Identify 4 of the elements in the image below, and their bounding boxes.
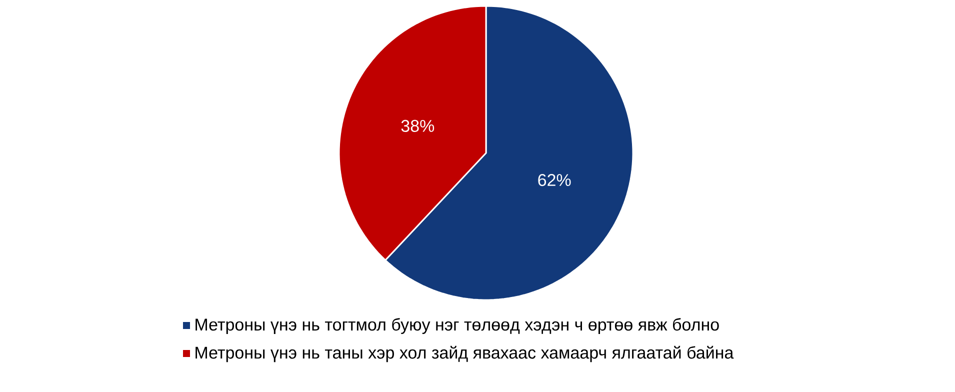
legend-label: Метроны үнэ нь таны хэр хол зайд явахаас хамаарч ялгаатай байна xyxy=(196,346,734,362)
data-label: 38% xyxy=(401,120,434,132)
data-label: 62% xyxy=(538,174,571,186)
legend-label: Метроны үнэ нь тогтмол буюу нэг төлөөд хэдэн ч өртөө явж болно xyxy=(196,318,719,334)
